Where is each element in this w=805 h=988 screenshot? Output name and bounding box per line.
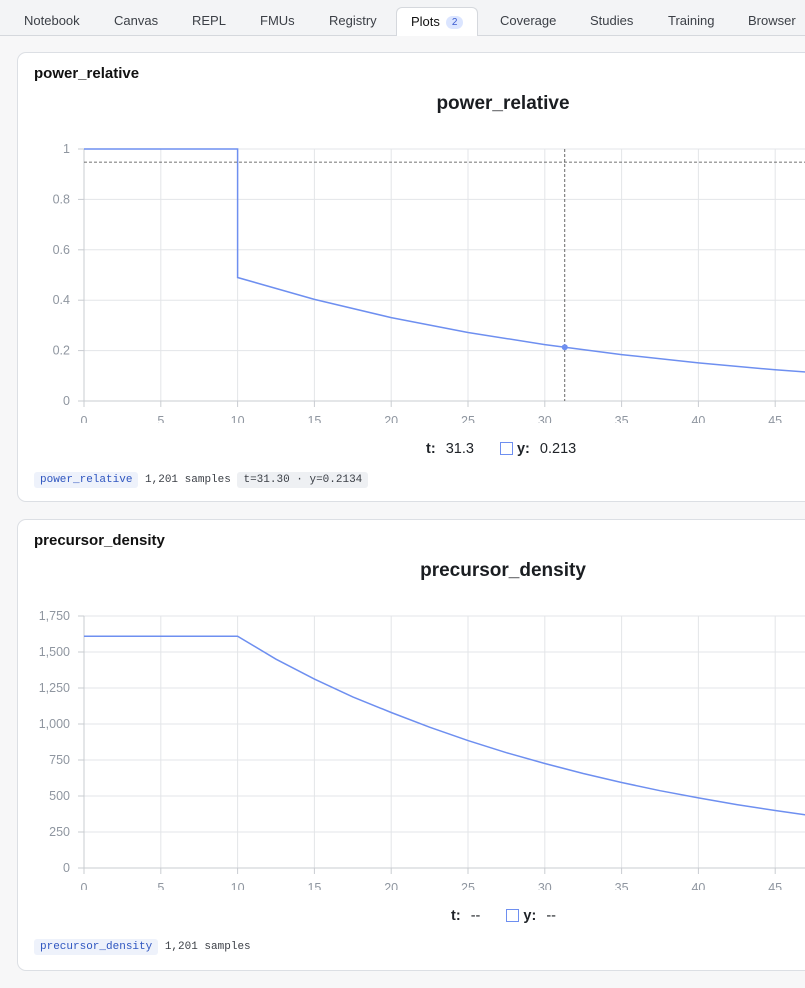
chart-legend: t: -- y: -- [451, 908, 556, 924]
series-name-chip: precursor_density [34, 939, 159, 955]
legend-t-value: -- [470, 908, 481, 924]
y-tick-label: 750 [49, 753, 70, 767]
y-tick-label: 0.2 [53, 344, 70, 358]
legend-y-label: y: [516, 441, 530, 457]
y-tick-label: 1,500 [39, 645, 70, 659]
y-tick-label: 500 [49, 789, 70, 803]
x-tick-label: 30 [538, 414, 552, 423]
series-line [84, 635, 805, 816]
x-tick-label: 5 [157, 881, 164, 890]
tab-plots[interactable]: Plots 2 [396, 7, 479, 37]
chart-title: power_relative [436, 93, 569, 114]
x-tick-label: 30 [538, 881, 552, 890]
chart-power-relative[interactable]: power_relative0510152025303540455000.20.… [18, 53, 805, 423]
series-swatch-icon[interactable] [506, 909, 520, 922]
x-tick-label: 35 [615, 414, 629, 423]
y-tick-label: 0.4 [53, 293, 70, 307]
x-tick-label: 25 [461, 881, 475, 890]
chart-precursor-density[interactable]: precursor_density 0 5 10 15 20 25 30 35 40 45 500 25… [18, 520, 805, 890]
x-tick-label: 35 [615, 881, 629, 890]
legend-t-value: 31.3 [445, 441, 474, 457]
tab-fmus[interactable]: FMUs [260, 13, 295, 28]
x-tick-label: 20 [384, 414, 398, 423]
tab-notebook[interactable]: Notebook [24, 13, 80, 28]
x-tick-label: 5 [157, 414, 164, 423]
y-tick-label: 1 [63, 142, 70, 156]
tab-canvas[interactable]: Canvas [114, 13, 159, 28]
legend-t-label: t: [426, 441, 436, 457]
x-tick-label: 0 [81, 414, 88, 423]
sample-count: 1,201 samples [164, 941, 251, 953]
y-tick-label: 0 [63, 861, 70, 875]
x-tick-label: 40 [691, 881, 705, 890]
chart-legend: t: 31.3 y: 0.213 [426, 441, 576, 457]
tab-bar: Notebook Canvas REPL FMUs Registry Plots… [0, 0, 805, 37]
plot-panel-power-relative: power_relative power_relative 0 5 10 15 20 25 3… [17, 52, 805, 502]
plots-count-badge: 2 [445, 16, 464, 29]
y-tick-label: 0.6 [53, 243, 70, 257]
panel-header: precursor_density [34, 532, 165, 549]
tab-registry[interactable]: Registry [329, 13, 377, 28]
series-swatch-icon[interactable] [499, 442, 513, 455]
x-tick-label: 40 [691, 414, 705, 423]
legend-y-value: 0.213 [539, 441, 577, 457]
x-tick-label: 25 [461, 414, 475, 423]
y-tick-label: 1,000 [39, 717, 70, 731]
x-tick-label: 45 [768, 414, 782, 423]
panel-footer: power_relative 1,201 samples t=31.30 · y… [34, 472, 369, 488]
y-tick-label: 250 [49, 825, 70, 839]
tab-studies[interactable]: Studies [590, 13, 634, 28]
tab-plots-label: Plots [411, 14, 440, 29]
plot-panel-precursor-density: precursor_density precursor_density 0 5 10 1… [17, 519, 805, 971]
x-tick-label: 10 [231, 881, 245, 890]
panel-footer: precursor_density 1,201 samples [34, 939, 251, 955]
y-tick-label: 1,750 [39, 609, 70, 623]
x-tick-label: 10 [231, 414, 245, 423]
tab-repl[interactable]: REPL [192, 13, 226, 28]
series-line [84, 148, 805, 373]
y-tick-label: 0.8 [53, 192, 70, 206]
x-tick-label: 20 [384, 881, 398, 890]
sample-count: 1,201 samples [145, 474, 231, 486]
y-tick-label: 0 [63, 394, 70, 408]
x-tick-label: 15 [307, 881, 321, 890]
x-tick-label: 15 [307, 414, 321, 423]
x-tick-label: 45 [768, 881, 782, 890]
y-tick-label: 1,250 [39, 681, 70, 695]
cursor-point[interactable] [561, 344, 568, 351]
tab-coverage[interactable]: Coverage [500, 13, 557, 28]
cursor-readout: t=31.30 · y=0.2134 [237, 472, 369, 488]
plots-content: power_relative power_relative 0 5 10 15 20 25 3… [0, 36, 805, 988]
legend-y-value: -- [546, 908, 557, 924]
series-name-chip: power_relative [34, 472, 139, 488]
legend-y-label: y: [523, 908, 537, 924]
tab-training[interactable]: Training [668, 13, 715, 28]
x-tick-label: 0 [81, 881, 88, 890]
panel-header: power_relative [34, 65, 140, 82]
legend-t-label: t: [451, 908, 461, 924]
chart-title: precursor_density [420, 560, 586, 581]
tab-browser[interactable]: Browser [748, 13, 796, 28]
